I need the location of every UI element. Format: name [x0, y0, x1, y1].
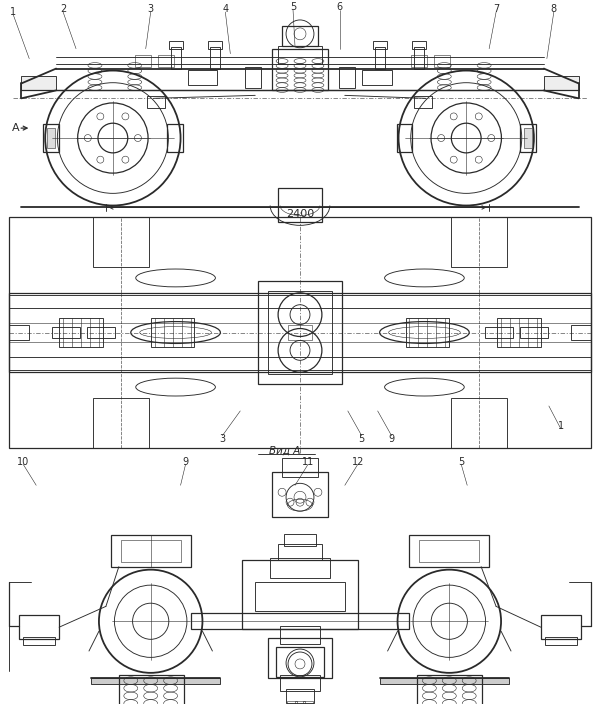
Bar	[121, 540, 181, 562]
Bar	[288, 324, 312, 341]
Text: 8: 8	[551, 4, 557, 14]
Bar	[10, 217, 590, 448]
Bar	[362, 70, 392, 85]
Bar	[43, 124, 59, 152]
Bar	[272, 49, 328, 90]
Bar	[286, 689, 314, 703]
Bar	[418, 675, 482, 705]
Bar	[451, 217, 507, 267]
Bar	[282, 26, 318, 46]
Bar	[295, 701, 305, 705]
Bar	[541, 615, 581, 639]
Bar	[151, 318, 194, 348]
Bar	[87, 326, 115, 338]
Text: Вид А: Вид А	[269, 446, 301, 455]
Bar	[419, 540, 479, 562]
Bar	[270, 558, 330, 577]
Bar	[191, 613, 409, 629]
Text: A: A	[11, 123, 19, 133]
Bar	[245, 66, 261, 88]
Bar	[485, 326, 513, 338]
Bar	[111, 535, 191, 567]
Text: 6: 6	[337, 2, 343, 12]
Bar	[93, 398, 149, 448]
Bar	[93, 217, 149, 267]
Bar	[280, 675, 320, 691]
Bar	[415, 47, 424, 68]
Bar	[47, 128, 55, 148]
Bar	[119, 675, 184, 705]
Bar	[188, 70, 217, 85]
Bar	[451, 398, 507, 448]
Bar	[412, 41, 427, 49]
Bar	[374, 47, 385, 68]
Bar	[339, 66, 355, 88]
Text: 12: 12	[352, 457, 364, 467]
Bar	[268, 291, 332, 374]
Text: 9: 9	[389, 434, 395, 443]
Bar	[497, 318, 541, 348]
Bar	[415, 97, 433, 109]
Text: 1: 1	[558, 421, 564, 431]
Bar	[282, 458, 318, 477]
Bar	[544, 75, 579, 90]
Bar	[520, 326, 548, 338]
Bar	[258, 281, 342, 384]
Bar	[272, 472, 328, 517]
Text: 9: 9	[182, 457, 188, 467]
Bar	[409, 535, 489, 567]
Bar	[10, 293, 590, 372]
Text: 3: 3	[148, 4, 154, 14]
Bar	[255, 582, 345, 611]
Bar	[19, 615, 59, 639]
Bar	[303, 701, 313, 705]
Bar	[242, 560, 358, 629]
Bar	[545, 637, 577, 645]
Bar	[287, 701, 297, 705]
Bar	[10, 324, 29, 341]
Text: 2400: 2400	[286, 209, 314, 219]
Bar	[434, 55, 451, 66]
Bar	[208, 41, 223, 49]
Text: 10: 10	[17, 457, 29, 467]
Bar	[406, 318, 449, 348]
Bar	[520, 124, 536, 152]
Bar	[268, 638, 332, 678]
Bar	[280, 626, 320, 644]
Bar	[524, 128, 532, 148]
Bar	[91, 678, 220, 684]
Text: 3: 3	[219, 434, 226, 443]
Bar	[59, 318, 103, 348]
Text: 4: 4	[222, 4, 229, 14]
Bar	[158, 55, 173, 66]
Text: 1: 1	[10, 7, 16, 17]
Bar	[284, 534, 316, 546]
Bar	[147, 97, 164, 109]
Text: 2: 2	[60, 4, 66, 14]
Bar	[170, 47, 181, 68]
Text: 7: 7	[493, 4, 499, 14]
Text: 5: 5	[290, 2, 296, 12]
Bar	[23, 637, 55, 645]
Bar	[169, 41, 182, 49]
Text: 11: 11	[302, 457, 314, 467]
Bar	[380, 678, 509, 684]
Text: 5: 5	[359, 434, 365, 443]
Bar	[412, 55, 427, 66]
Bar	[373, 41, 386, 49]
Bar	[167, 124, 182, 152]
Bar	[276, 647, 324, 677]
Bar	[52, 326, 80, 338]
Bar	[278, 46, 322, 63]
Text: 5: 5	[458, 457, 464, 467]
Bar	[135, 55, 151, 66]
Bar	[571, 324, 590, 341]
Bar	[21, 75, 56, 90]
Bar	[278, 188, 322, 222]
Bar	[397, 124, 412, 152]
Bar	[278, 544, 322, 560]
Bar	[211, 47, 220, 68]
